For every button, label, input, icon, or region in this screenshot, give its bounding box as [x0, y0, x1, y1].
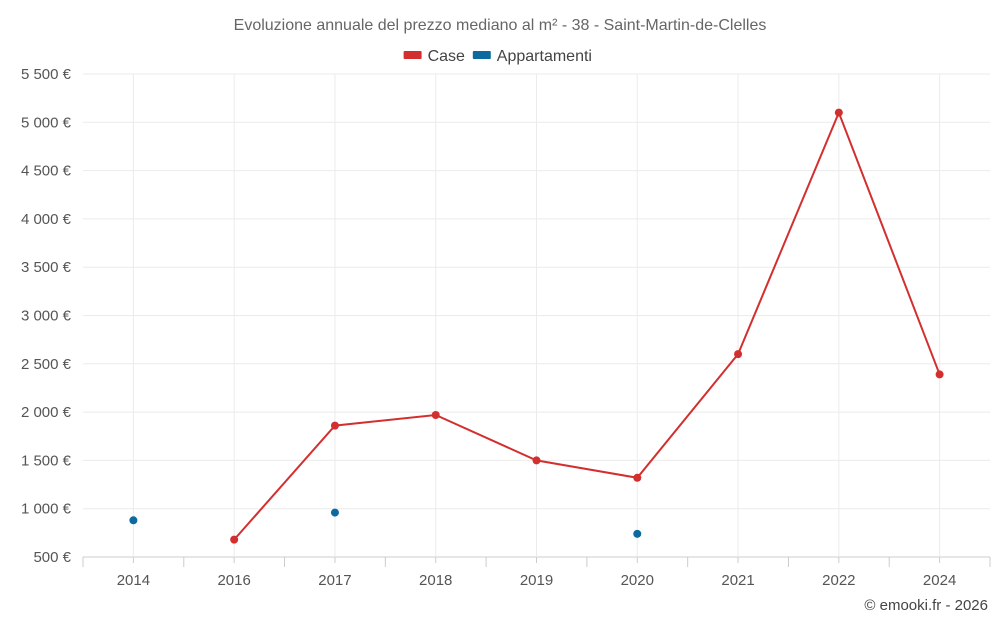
series-case — [230, 108, 944, 544]
y-axis: 500 € 1 000 € 1 500 € 2 000 € 2 500 € 3 000 €… — [21, 66, 72, 566]
gridlines — [83, 73, 990, 558]
series-line-case — [233, 109, 941, 541]
y-tick-label: 4 500 € — [21, 163, 72, 180]
legend-item-case[interactable]: Case — [403, 48, 465, 65]
x-tick-label: 2017 — [318, 572, 351, 589]
credit-text: © emooki.fr - 2026 — [864, 597, 988, 614]
data-point[interactable] — [431, 410, 440, 419]
data-point[interactable] — [633, 529, 642, 538]
data-point[interactable] — [330, 508, 339, 517]
x-axis: 2014 2016 2017 2018 2019 2020 2021 2022 2024 — [82, 557, 991, 589]
x-tick-label: 2016 — [217, 572, 250, 589]
x-tick-label: 2019 — [520, 572, 553, 589]
x-tick-label: 2021 — [721, 572, 754, 589]
legend: Case Appartamenti — [403, 48, 592, 65]
x-tick-label: 2014 — [117, 572, 150, 589]
y-tick-label: 3 500 € — [21, 259, 72, 276]
y-tick-label: 500 € — [33, 549, 71, 566]
data-point[interactable] — [532, 456, 541, 465]
x-tick-label: 2024 — [923, 572, 956, 589]
y-tick-label: 3 000 € — [21, 308, 72, 325]
series-appartamenti — [129, 508, 642, 538]
data-point[interactable] — [734, 350, 743, 359]
data-point[interactable] — [834, 108, 843, 117]
legend-swatch — [472, 51, 491, 59]
y-tick-label: 4 000 € — [21, 211, 72, 228]
y-tick-label: 5 000 € — [21, 114, 72, 131]
y-tick-label: 1 500 € — [21, 452, 72, 469]
legend-item-appartamenti[interactable]: Appartamenti — [472, 48, 592, 65]
data-point[interactable] — [935, 370, 944, 379]
data-point[interactable] — [230, 535, 239, 544]
y-tick-label: 5 500 € — [21, 66, 72, 83]
data-point[interactable] — [633, 473, 642, 482]
y-tick-label: 2 500 € — [21, 356, 72, 373]
y-tick-label: 2 000 € — [21, 404, 72, 421]
legend-label: Case — [428, 48, 465, 65]
legend-label: Appartamenti — [497, 48, 592, 65]
x-tick-label: 2022 — [822, 572, 855, 589]
x-tick-label: 2018 — [419, 572, 452, 589]
legend-swatch — [403, 51, 422, 59]
data-point[interactable] — [330, 421, 339, 430]
y-tick-label: 1 000 € — [21, 501, 72, 518]
x-tick-label: 2020 — [621, 572, 654, 589]
series-layer — [129, 108, 944, 544]
data-point[interactable] — [129, 516, 138, 525]
chart-title: Evoluzione annuale del prezzo mediano al… — [234, 17, 767, 34]
